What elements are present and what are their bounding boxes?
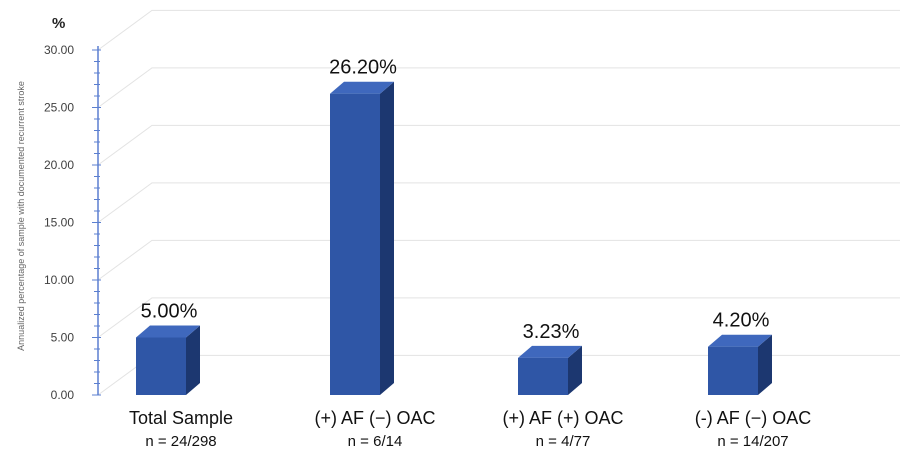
gridline [97,67,900,108]
x-category-label: (-) AF (−) OAC [695,408,812,428]
y-tick-label: 20.00 [44,158,74,172]
bar-top [330,81,394,94]
data-label: 5.00% [141,301,198,323]
x-category-label: (+) AF (+) OAC [502,408,623,428]
bar [708,334,772,395]
x-category-sublabel: n = 14/207 [717,433,788,450]
gridline [97,239,900,281]
x-category-label: Total Sample [129,408,233,428]
bar-side [186,325,200,395]
bar [330,81,394,395]
labels: 5.00% Total Sample n = 24/298 26.20% (+) AF … [129,57,811,450]
bar-side [758,334,772,395]
y-unit-label: % [52,15,65,32]
y-axis-title: Annualized percentage of sample with doc… [16,81,26,351]
y-tick-label: 15.00 [44,216,74,230]
bar-top [136,325,200,338]
y-tick-label: 25.00 [44,101,74,115]
gridline [97,182,900,223]
y-tick-label: 0.00 [51,388,75,402]
bar-front [136,337,186,395]
gridline [97,297,900,338]
y-tick-label: 30.00 [44,43,74,57]
gridline [97,124,900,166]
data-label: 26.20% [329,57,397,79]
gridlines [97,9,900,396]
bars [136,81,772,395]
x-category-sublabel: n = 4/77 [536,433,591,450]
bar-top [518,345,582,358]
y-tick-label: 10.00 [44,273,74,287]
x-category-label: (+) AF (−) OAC [314,408,435,428]
data-label: 3.23% [523,321,580,343]
bar-front [708,346,758,395]
bar-side [380,81,394,395]
bar [518,345,582,395]
bar [136,325,200,395]
data-label: 4.20% [713,310,770,332]
bar-front [330,93,380,395]
gridline [97,9,900,51]
y-axis: 0.00 5.00 10.00 15.00 20.00 25.00 30.00 [44,43,101,402]
bar-side [568,345,582,395]
x-category-sublabel: n = 24/298 [145,433,216,450]
bar-top [708,334,772,347]
bar-front [518,357,568,395]
x-category-sublabel: n = 6/14 [348,433,403,450]
y-tick-label: 5.00 [51,331,75,345]
gridline [97,354,900,396]
